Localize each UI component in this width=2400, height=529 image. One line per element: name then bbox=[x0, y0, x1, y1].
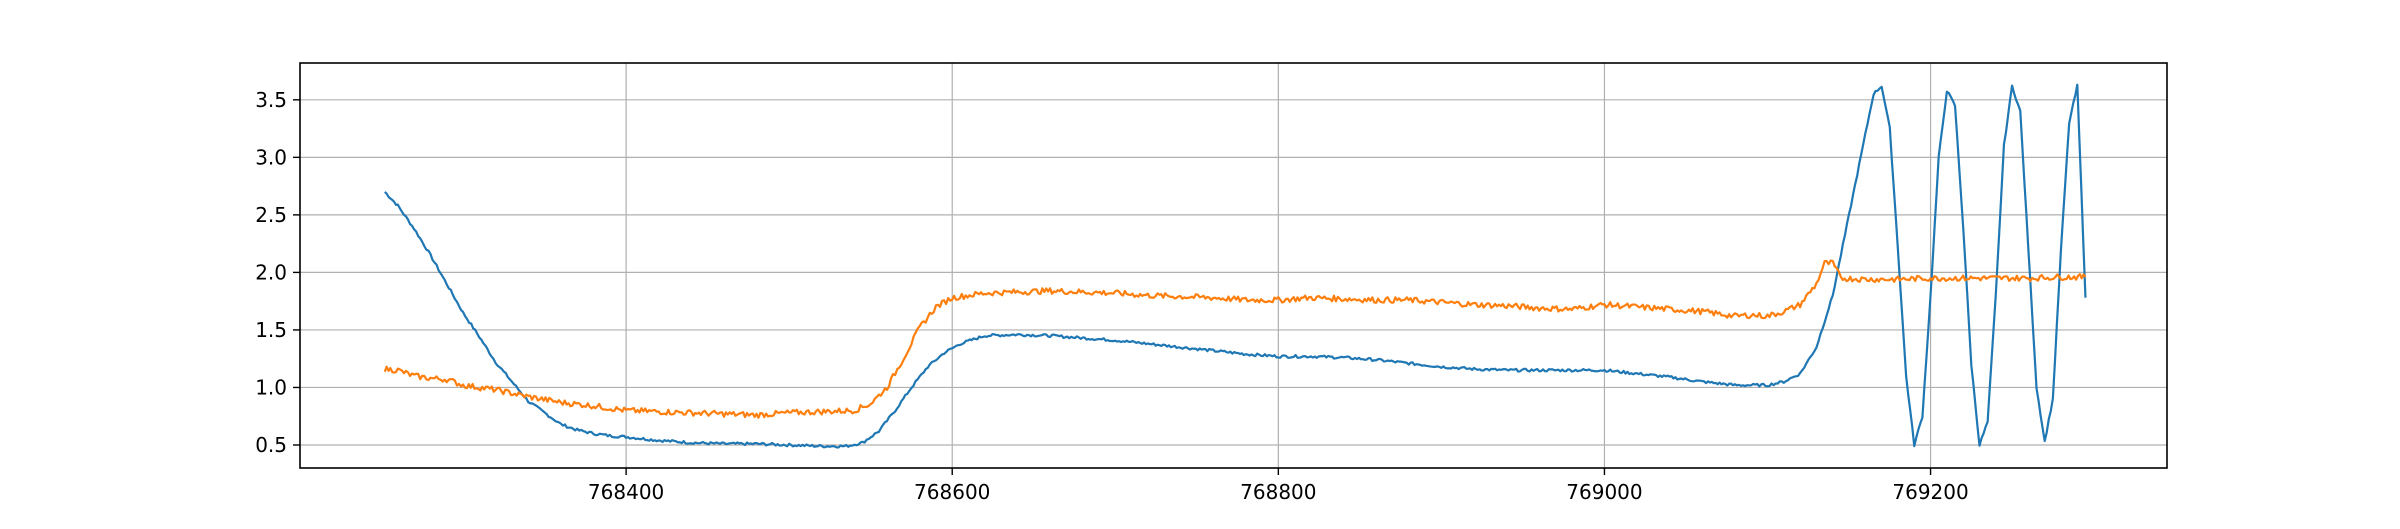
y-tick-label: 3.5 bbox=[255, 88, 287, 112]
y-tick-label: 1.5 bbox=[255, 318, 287, 342]
y-tick-label: 2.5 bbox=[255, 203, 287, 227]
y-tick-label: 3.0 bbox=[255, 145, 287, 169]
x-tick-label: 769200 bbox=[1892, 480, 1968, 504]
axes-frame bbox=[299, 62, 2168, 469]
series-layer bbox=[383, 83, 2087, 449]
grid bbox=[300, 63, 2167, 468]
series-line bbox=[384, 83, 2087, 449]
x-tick-label: 769000 bbox=[1566, 480, 1642, 504]
y-tick-label: 2.0 bbox=[255, 260, 287, 284]
x-tick-label: 768600 bbox=[914, 480, 990, 504]
ticks: 768400 768600 768800 769000 769200 0.5 1.0 1.5 2… bbox=[255, 88, 1969, 504]
x-tick-label: 768400 bbox=[588, 480, 664, 504]
y-tick-label: 0.5 bbox=[255, 433, 287, 457]
x-tick-label: 768800 bbox=[1240, 480, 1316, 504]
y-tick-label: 1.0 bbox=[255, 375, 287, 399]
series-line bbox=[383, 259, 2087, 419]
